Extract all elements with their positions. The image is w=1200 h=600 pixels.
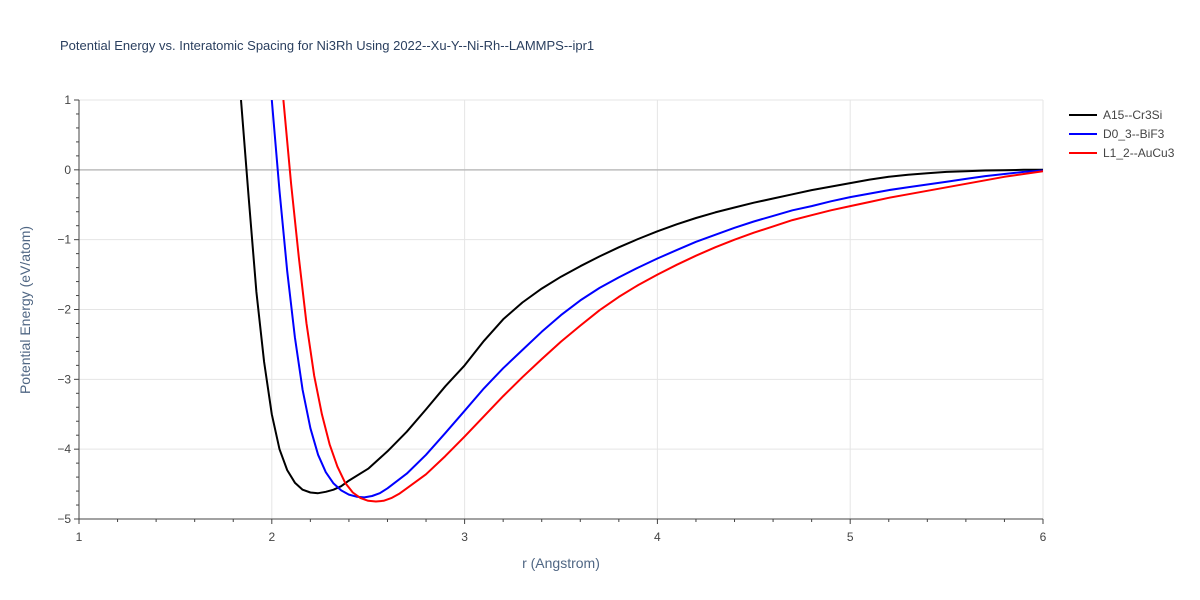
x-tick-label: 1 — [76, 530, 83, 544]
y-tick-label: −1 — [57, 233, 71, 247]
legend[interactable]: A15--Cr3Si D0_3--BiF3 L1_2--AuCu3 — [1069, 108, 1175, 160]
legend-label-a15-cr3si[interactable]: A15--Cr3Si — [1103, 108, 1162, 122]
x-tick-label: 5 — [847, 530, 854, 544]
axes: 1 2 3 4 5 6 1 0 −1 −2 −3 −4 −5 — [57, 93, 1046, 544]
y-axis-label: Potential Energy (eV/atom) — [17, 226, 33, 394]
x-tick-label: 3 — [461, 530, 468, 544]
y-tick-label: −2 — [57, 303, 71, 317]
y-tick-label: 1 — [64, 93, 71, 107]
grid — [79, 99, 1044, 519]
x-tick-label: 4 — [654, 530, 661, 544]
y-tick-label: −5 — [57, 512, 71, 526]
series-line-d0-3-bif3 — [270, 100, 1043, 499]
legend-label-l1-2-aucu3[interactable]: L1_2--AuCu3 — [1103, 146, 1175, 160]
y-tick-label: −3 — [57, 372, 71, 386]
y-tick-label: −4 — [57, 442, 71, 456]
y-tick-label: 0 — [64, 163, 71, 177]
chart-title: Potential Energy vs. Interatomic Spacing… — [60, 38, 594, 53]
legend-label-d0-3-bif3[interactable]: D0_3--BiF3 — [1103, 127, 1165, 141]
series-layer — [240, 100, 1043, 503]
x-axis-label: r (Angstrom) — [522, 555, 600, 571]
x-tick-label: 6 — [1040, 530, 1047, 544]
series-line-a15-cr3si — [240, 100, 1043, 495]
x-tick-label: 2 — [268, 530, 275, 544]
series-line-l1-2-aucu3 — [282, 100, 1043, 503]
